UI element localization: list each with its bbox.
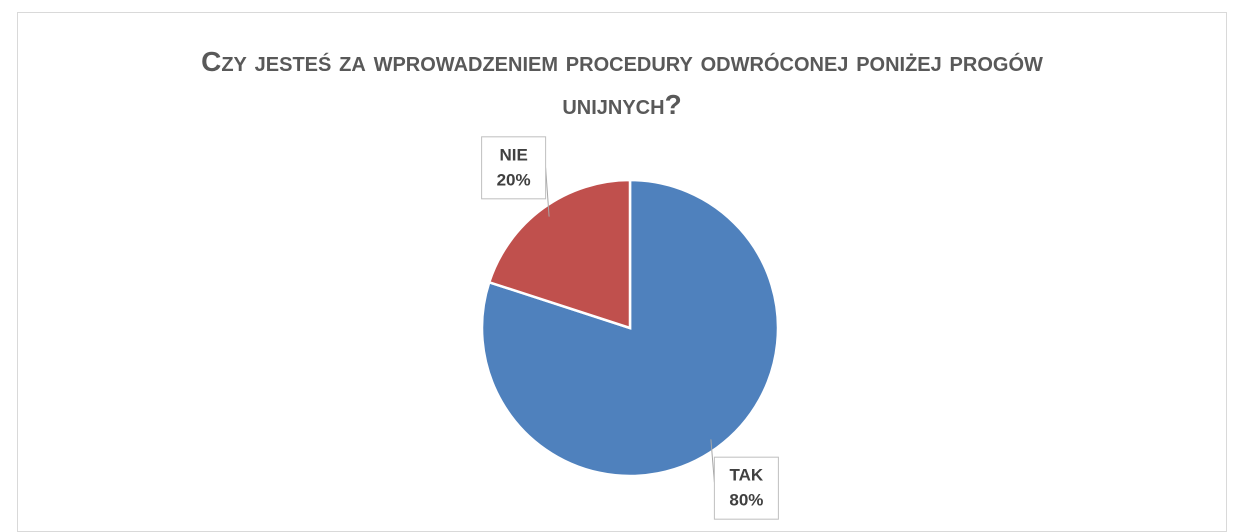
label-box xyxy=(713,456,779,520)
label-value: 80% xyxy=(729,491,763,510)
data-label: TAK 80% xyxy=(710,439,779,520)
pie-slice xyxy=(487,178,632,330)
leader-line xyxy=(545,167,550,217)
label-box xyxy=(481,136,547,200)
chart-title: Czy jesteś za wprowadzeniem procedury od… xyxy=(201,46,1043,120)
leader-line xyxy=(710,439,715,483)
label-value: 20% xyxy=(497,170,531,189)
label-category: NIE xyxy=(499,145,527,164)
label-category: TAK xyxy=(730,466,764,485)
data-label: NIE 20% xyxy=(481,136,550,217)
